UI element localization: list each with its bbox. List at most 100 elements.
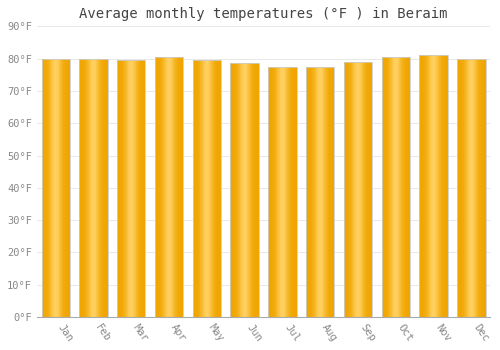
Bar [464, 58, 465, 317]
Bar [246, 63, 247, 317]
Bar [407, 57, 408, 317]
Bar [422, 55, 423, 317]
Bar [306, 66, 334, 317]
Bar [352, 62, 353, 317]
Bar [457, 58, 458, 317]
Bar [309, 66, 310, 317]
Bar [312, 66, 313, 317]
Bar [482, 58, 484, 317]
Bar [344, 62, 345, 317]
Bar [102, 58, 104, 317]
Bar [135, 60, 136, 317]
Bar [130, 60, 132, 317]
Bar [54, 58, 55, 317]
Bar [89, 58, 90, 317]
Bar [124, 60, 125, 317]
Bar [270, 66, 271, 317]
Bar [291, 66, 292, 317]
Bar [196, 60, 197, 317]
Bar [93, 58, 94, 317]
Bar [107, 58, 108, 317]
Bar [313, 66, 314, 317]
Bar [134, 60, 135, 317]
Bar [325, 66, 326, 317]
Bar [430, 55, 432, 317]
Bar [156, 57, 157, 317]
Bar [470, 58, 472, 317]
Bar [427, 55, 428, 317]
Bar [421, 55, 422, 317]
Bar [99, 58, 100, 317]
Bar [384, 57, 385, 317]
Bar [276, 66, 277, 317]
Bar [322, 66, 323, 317]
Bar [434, 55, 435, 317]
Bar [59, 58, 60, 317]
Bar [362, 62, 363, 317]
Bar [319, 66, 320, 317]
Bar [182, 57, 183, 317]
Bar [326, 66, 328, 317]
Bar [192, 60, 194, 317]
Bar [67, 58, 68, 317]
Bar [56, 58, 57, 317]
Bar [57, 58, 58, 317]
Bar [216, 60, 217, 317]
Bar [58, 58, 59, 317]
Bar [119, 60, 120, 317]
Bar [473, 58, 474, 317]
Bar [85, 58, 86, 317]
Bar [47, 58, 48, 317]
Bar [443, 55, 444, 317]
Bar [467, 58, 468, 317]
Bar [64, 58, 65, 317]
Bar [360, 62, 361, 317]
Bar [439, 55, 440, 317]
Bar [65, 58, 66, 317]
Bar [385, 57, 386, 317]
Bar [420, 55, 448, 317]
Bar [86, 58, 87, 317]
Bar [478, 58, 479, 317]
Bar [248, 63, 249, 317]
Bar [136, 60, 137, 317]
Bar [251, 63, 252, 317]
Bar [137, 60, 138, 317]
Bar [167, 57, 168, 317]
Bar [400, 57, 402, 317]
Bar [428, 55, 430, 317]
Bar [457, 58, 486, 317]
Bar [157, 57, 158, 317]
Bar [469, 58, 470, 317]
Bar [238, 63, 239, 317]
Bar [126, 60, 127, 317]
Bar [273, 66, 274, 317]
Bar [409, 57, 410, 317]
Bar [268, 66, 296, 317]
Bar [423, 55, 424, 317]
Bar [462, 58, 463, 317]
Bar [207, 60, 208, 317]
Bar [241, 63, 242, 317]
Bar [279, 66, 280, 317]
Bar [242, 63, 243, 317]
Bar [239, 63, 240, 317]
Bar [388, 57, 390, 317]
Bar [45, 58, 46, 317]
Bar [371, 62, 372, 317]
Bar [476, 58, 477, 317]
Bar [129, 60, 130, 317]
Bar [62, 58, 63, 317]
Bar [324, 66, 325, 317]
Bar [293, 66, 294, 317]
Bar [204, 60, 206, 317]
Bar [355, 62, 356, 317]
Bar [128, 60, 129, 317]
Bar [328, 66, 330, 317]
Bar [252, 63, 253, 317]
Bar [397, 57, 398, 317]
Bar [48, 58, 50, 317]
Bar [244, 63, 246, 317]
Bar [365, 62, 366, 317]
Bar [402, 57, 403, 317]
